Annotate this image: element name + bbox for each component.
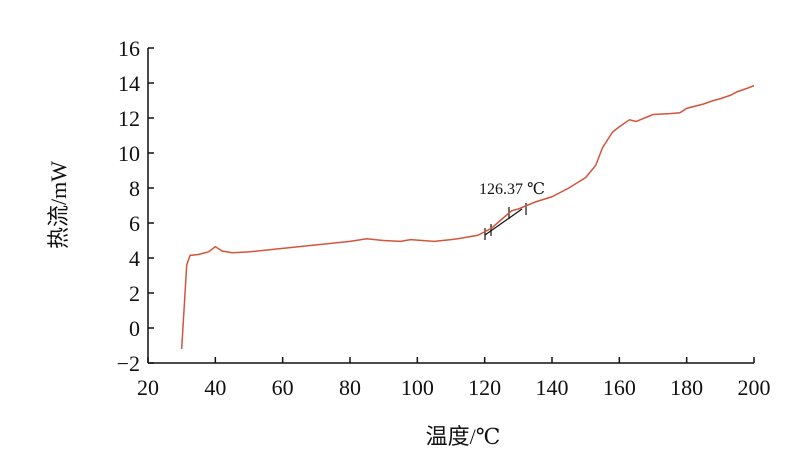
y-tick-label: 16: [118, 36, 140, 61]
y-tick-label: 2: [129, 281, 140, 306]
x-tick-label: 80: [339, 375, 361, 400]
y-axis-label: 热流/mW: [46, 161, 71, 249]
y-tick-label: 10: [118, 141, 140, 166]
x-tick-label: 20: [137, 375, 159, 400]
x-tick-label: 40: [204, 375, 226, 400]
x-tick-label: 100: [401, 375, 434, 400]
x-tick-label: 140: [536, 375, 569, 400]
x-tick-label: 160: [603, 375, 636, 400]
x-tick-label: 200: [738, 375, 771, 400]
data-line: [180, 84, 755, 350]
x-tick-label: 120: [468, 375, 501, 400]
y-tick-label: 12: [118, 106, 140, 131]
y-tick-label: 14: [118, 71, 140, 96]
y-tick-label: 6: [129, 211, 140, 236]
y-tick-label: 0: [129, 316, 140, 341]
y-tick-label: 8: [129, 176, 140, 201]
y-tick-label: −2: [117, 351, 140, 376]
x-tick-label: 60: [272, 375, 294, 400]
annotation: 126.37 ℃: [479, 181, 545, 198]
x-tick-label: 180: [670, 375, 703, 400]
x-axis-label: 温度/℃: [426, 424, 501, 449]
y-tick-label: 4: [129, 246, 140, 271]
